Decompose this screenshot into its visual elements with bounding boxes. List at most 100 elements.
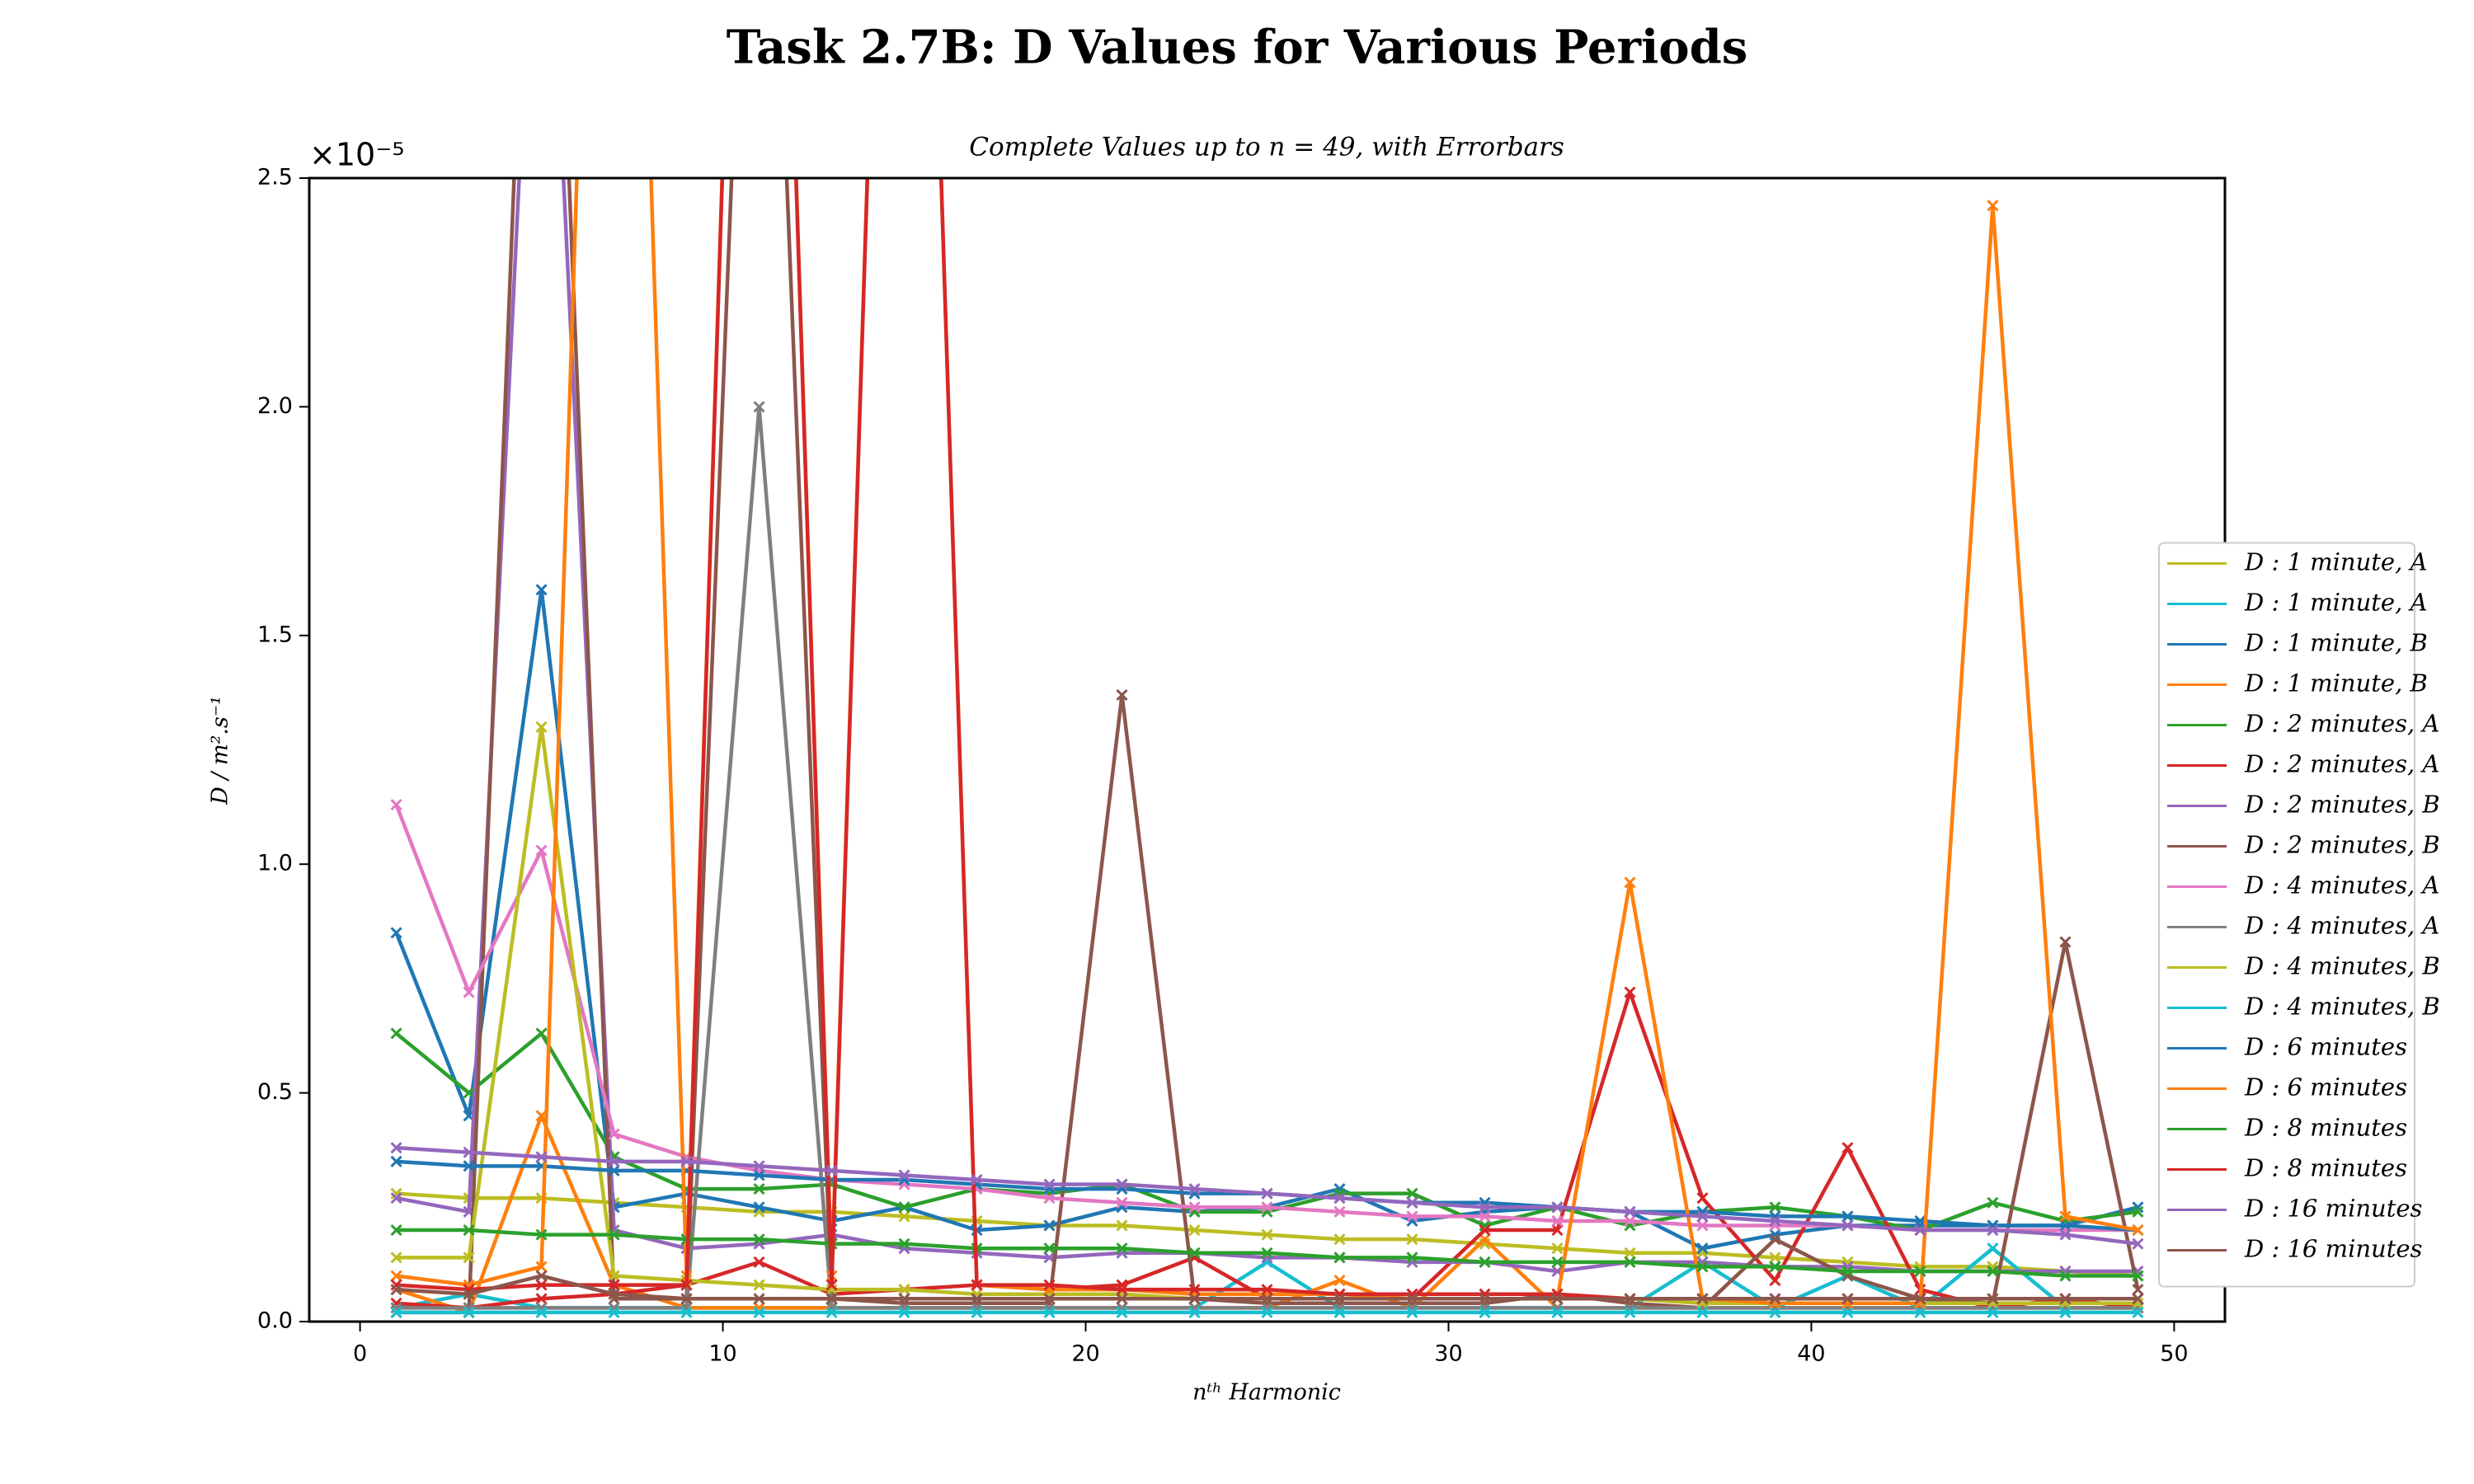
data-point [1188, 1293, 1201, 1305]
data-point [898, 1237, 910, 1250]
data-point [898, 1284, 910, 1296]
data-point [463, 1306, 475, 1318]
legend-label: D : 16 minutes [2244, 1195, 2422, 1223]
data-point [2059, 1270, 2072, 1282]
data-point [1043, 1219, 1056, 1232]
data-point [753, 1201, 765, 1214]
series-line [395, 1114, 2138, 1315]
data-point [1696, 1210, 1709, 1223]
data-point [1551, 1306, 1564, 1318]
legend-label: D : 4 minutes, A [2244, 912, 2439, 940]
data-point [680, 1306, 693, 1318]
data-point [971, 1293, 983, 1305]
data-point [1188, 1284, 1201, 1296]
data-point [463, 1146, 475, 1158]
data-point [608, 1288, 620, 1300]
data-point [608, 1228, 620, 1241]
legend-label: D : 1 minute, B [2244, 629, 2428, 657]
data-point [1987, 1196, 1999, 1209]
legend-label: D : 8 minutes [2244, 1154, 2407, 1182]
data-point [1987, 1223, 1999, 1237]
data-point [1479, 1223, 1491, 1237]
data-point [971, 1279, 983, 1291]
data-point [1841, 1265, 1854, 1278]
data-point [1333, 1233, 1346, 1246]
x-tick-label: 20 [1071, 1341, 1099, 1367]
data-point [1696, 1242, 1709, 1255]
series-line [396, 178, 2138, 1274]
data-point [753, 1306, 765, 1318]
series-line [396, 178, 2140, 1315]
data-point [390, 1306, 402, 1318]
data-point [1551, 1214, 1564, 1228]
data-point [898, 1293, 910, 1305]
data-point [1188, 1223, 1201, 1237]
data-point [1116, 1242, 1128, 1255]
data-point [1479, 1256, 1491, 1268]
data-point [1551, 1201, 1564, 1214]
data-point [608, 1306, 620, 1318]
data-point [1624, 986, 1636, 998]
data-point [390, 1284, 402, 1296]
legend-label: D : 1 minute, B [2244, 669, 2428, 697]
data-point [535, 1228, 548, 1241]
data-point [825, 1164, 838, 1176]
x-axis-label: nᵗʰ Harmonic [1192, 1380, 1341, 1406]
data-point [898, 1201, 910, 1214]
series-line [396, 1145, 2138, 1246]
data-point [2059, 1219, 2072, 1232]
data-point [390, 1192, 402, 1205]
offset-text: ×10⁻⁵ [309, 137, 404, 173]
data-point [1624, 1247, 1636, 1259]
data-point [535, 1270, 548, 1282]
data-point [390, 1270, 402, 1282]
x-tick-label: 50 [2160, 1341, 2188, 1367]
data-point [390, 1187, 402, 1200]
data-point [1333, 1306, 1346, 1318]
data-point [463, 1087, 475, 1099]
data-point [535, 721, 548, 733]
data-point [1043, 1192, 1056, 1205]
data-point [608, 1128, 620, 1140]
data-point [535, 1151, 548, 1163]
data-point [535, 1293, 548, 1305]
data-point [971, 1306, 983, 1318]
data-point [2059, 1293, 2072, 1305]
data-point [1769, 1306, 1781, 1318]
data-point [2132, 1205, 2144, 1218]
y-axis-label: D / m².s⁻¹ [208, 696, 233, 805]
legend-label: D : 2 minutes, B [2244, 831, 2440, 859]
data-point [390, 1027, 402, 1040]
data-point [1696, 1261, 1709, 1273]
data-point [1551, 1242, 1564, 1255]
series-line [396, 1159, 2138, 1233]
data-point [825, 1284, 838, 1296]
data-point [753, 401, 765, 413]
data-point [1914, 1265, 1926, 1278]
data-point [1551, 1256, 1564, 1268]
data-point [463, 1288, 475, 1300]
data-point [680, 1155, 693, 1167]
data-point [535, 1027, 548, 1040]
data-point [1261, 1284, 1273, 1296]
data-point [1841, 1306, 1854, 1318]
data-point [753, 1183, 765, 1195]
data-point [1479, 1233, 1491, 1246]
data-point [1116, 1293, 1128, 1305]
data-point [535, 844, 548, 857]
chart-title: Task 2.7B: D Values for Various Periods [727, 21, 1748, 75]
legend-label: D : 4 minutes, B [2244, 993, 2440, 1021]
y-tick-label: 2.0 [257, 393, 293, 419]
data-point [1116, 1196, 1128, 1209]
data-point [1987, 1306, 1999, 1318]
data-point [1841, 1210, 1854, 1223]
data-point [463, 986, 475, 998]
series-line [394, 804, 2138, 1233]
data-point [390, 1252, 402, 1264]
data-point [1914, 1223, 1926, 1237]
data-point [2132, 1223, 2144, 1237]
data-point [463, 1223, 475, 1237]
data-point [1116, 1284, 1128, 1296]
data-point [1333, 1205, 1346, 1218]
plot-area [390, 178, 2144, 1318]
